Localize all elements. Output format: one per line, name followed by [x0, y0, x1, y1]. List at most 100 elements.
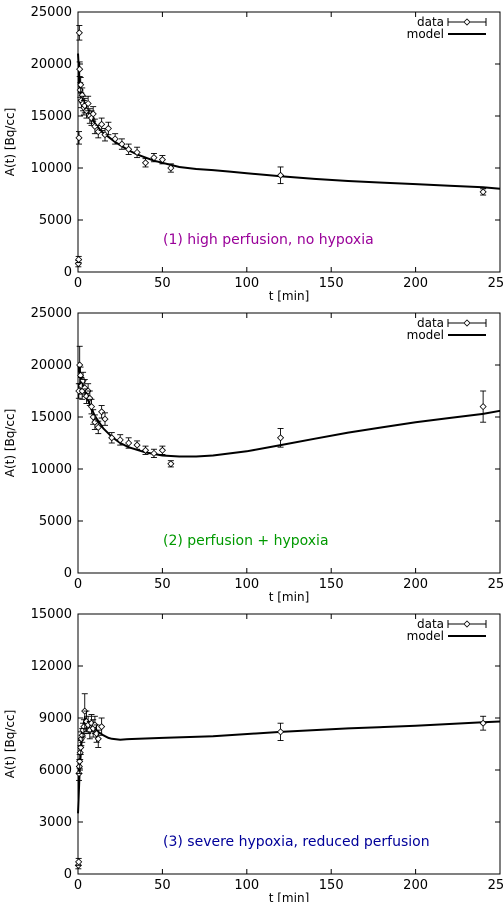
- data-point: [94, 735, 102, 743]
- panel-annotation: (3) severe hypoxia, reduced perfusion: [163, 834, 430, 850]
- y-tick-label: 5000: [39, 213, 72, 228]
- x-tick-label: 50: [154, 276, 171, 291]
- x-tick-label: 250: [488, 878, 503, 893]
- x-axis-label: t [min]: [269, 590, 310, 604]
- plot-frame: [77, 11, 501, 273]
- data-point: [479, 719, 487, 727]
- x-tick-label: 150: [319, 577, 344, 592]
- y-tick-label: 15000: [31, 109, 72, 124]
- panel-annotation: (2) perfusion + hypoxia: [163, 533, 329, 549]
- x-axis-label: t [min]: [269, 289, 310, 303]
- y-tick-label: 25000: [31, 5, 72, 20]
- legend-label-model: model: [407, 328, 444, 342]
- data-point: [89, 110, 97, 118]
- x-tick-label: 250: [488, 577, 503, 592]
- legend-symbol-data-marker: [463, 319, 471, 327]
- data-point: [167, 164, 175, 172]
- data-point: [77, 81, 85, 89]
- data-point: [276, 728, 285, 736]
- data-point: [76, 65, 84, 73]
- x-tick-label: 200: [403, 276, 428, 291]
- y-tick-label: 5000: [39, 514, 72, 529]
- chart-panel-3: 0 50 100 150 200 250 0 3000 6000 9000 12000 15000 t …: [3, 607, 503, 902]
- x-tick-label: 150: [319, 878, 344, 893]
- plot-frame: [77, 312, 501, 574]
- data-point: [111, 135, 119, 143]
- x-tick-label: 100: [234, 878, 259, 893]
- y-axis-label: A(t) [Bq/cc]: [3, 710, 17, 779]
- x-tick-label: 150: [319, 276, 344, 291]
- y-tick-label: 0: [64, 867, 72, 882]
- data-point: [75, 255, 83, 264]
- x-tick-label: 100: [234, 577, 259, 592]
- y-tick-label: 9000: [39, 711, 72, 726]
- x-tick-label: 100: [234, 276, 259, 291]
- legend-label-data: data: [417, 15, 444, 29]
- data-point: [158, 156, 166, 164]
- legend-label-data: data: [417, 316, 444, 330]
- data-point: [125, 439, 133, 447]
- y-tick-label: 25000: [31, 306, 72, 321]
- chart-panel-1: 0 50 100 150 200 250 0 5000 10000 15000 20000 25000…: [3, 5, 503, 303]
- data-point: [276, 171, 285, 179]
- data-point: [118, 140, 126, 148]
- model-line: [77, 364, 501, 458]
- x-tick-label: 50: [154, 878, 171, 893]
- data-point: [104, 124, 112, 133]
- y-tick-label: 15000: [31, 607, 72, 622]
- data-point: [150, 154, 158, 162]
- data-point: [150, 449, 158, 457]
- x-tick-label: 0: [74, 878, 82, 893]
- data-point: [87, 403, 96, 411]
- y-tick-label: 10000: [31, 462, 72, 477]
- data-point: [101, 415, 109, 423]
- y-tick-label: 12000: [31, 659, 72, 674]
- data-point: [141, 159, 150, 167]
- data-point: [479, 403, 487, 411]
- y-tick-label: 15000: [31, 410, 72, 425]
- data-point: [94, 128, 102, 136]
- legend-symbol-data-marker: [463, 620, 471, 628]
- legend-symbol-data-marker: [463, 18, 471, 26]
- x-tick-label: 0: [74, 276, 82, 291]
- data-point: [116, 436, 124, 444]
- y-tick-label: 0: [64, 265, 72, 280]
- y-axis-label: A(t) [Bq/cc]: [3, 409, 17, 478]
- x-tick-label: 200: [403, 577, 428, 592]
- y-tick-label: 20000: [31, 57, 72, 72]
- data-point: [276, 434, 285, 442]
- data-point: [98, 408, 106, 416]
- y-tick-label: 10000: [31, 161, 72, 176]
- data-point: [158, 446, 166, 454]
- data-point: [75, 858, 83, 866]
- chart-panel-2: 0 50 100 150 200 250 0 5000 10000 15000 20000 25000…: [3, 306, 503, 604]
- panel-annotation: (1) high perfusion, no hypoxia: [163, 232, 374, 248]
- data-point: [141, 446, 150, 454]
- x-tick-label: 50: [154, 577, 171, 592]
- y-tick-label: 0: [64, 566, 72, 581]
- legend-label-model: model: [407, 27, 444, 41]
- data-point: [75, 134, 83, 142]
- data-point: [125, 145, 133, 153]
- data-point: [78, 91, 86, 99]
- data-point: [479, 188, 487, 196]
- data-point: [167, 460, 175, 468]
- legend-label-data: data: [417, 617, 444, 631]
- data-point: [84, 99, 92, 108]
- data-point: [133, 441, 141, 449]
- data-point: [94, 423, 102, 431]
- x-tick-label: 200: [403, 878, 428, 893]
- y-tick-label: 3000: [39, 815, 72, 830]
- data-point: [108, 434, 116, 442]
- plot-frame: [77, 613, 501, 875]
- data-point: [133, 148, 141, 156]
- x-tick-label: 0: [74, 577, 82, 592]
- y-tick-label: 20000: [31, 358, 72, 373]
- data-point: [98, 120, 106, 128]
- y-tick-label: 6000: [39, 763, 72, 778]
- legend-label-model: model: [407, 629, 444, 643]
- model-line: [77, 715, 501, 814]
- x-tick-label: 250: [488, 276, 503, 291]
- x-axis-label: t [min]: [269, 891, 310, 902]
